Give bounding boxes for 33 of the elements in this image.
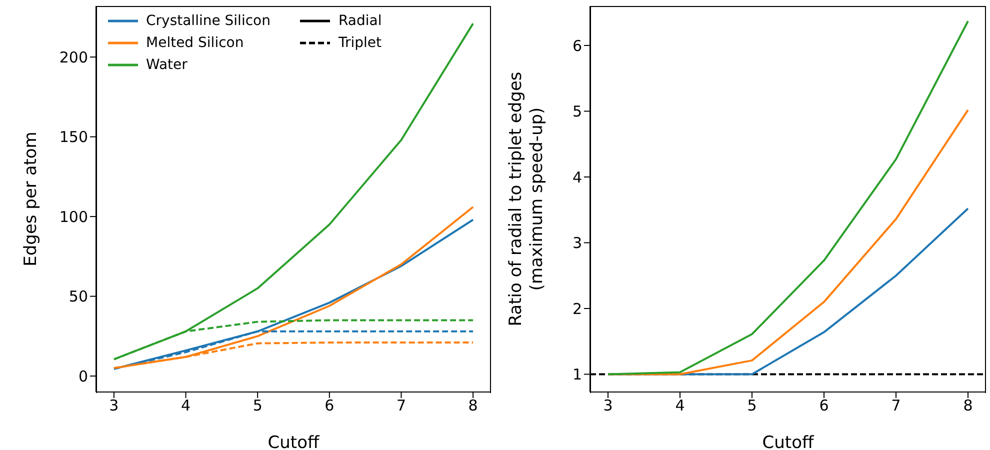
- x-tick-label: 3: [603, 396, 613, 415]
- x-tick-label: 8: [468, 396, 478, 415]
- y-tick-label: 4: [572, 168, 582, 186]
- legend-label: Water: [146, 57, 188, 73]
- legend-label: Melted Silicon: [146, 35, 244, 51]
- y-tick-label: 150: [59, 128, 88, 146]
- x-axis-title: Cutoff: [268, 433, 320, 450]
- x-tick-label: 3: [109, 396, 119, 415]
- y-tick-label: 3: [572, 234, 582, 252]
- y-tick-label: 5: [572, 102, 582, 121]
- x-tick-label: 7: [891, 396, 901, 415]
- x-tick-label: 8: [963, 396, 973, 415]
- y-tick-label: 50: [68, 288, 88, 306]
- line-series: [607, 20, 969, 376]
- y-tick-label: 200: [59, 48, 88, 66]
- x-tick-label: 4: [181, 396, 191, 415]
- annotation: Triplet: [338, 35, 382, 51]
- y-tick-label: 2: [572, 300, 582, 318]
- y-tick-label: 6: [572, 36, 582, 55]
- x-tick-label: 5: [747, 396, 757, 415]
- x-tick-label: 6: [819, 396, 829, 415]
- x-tick-label: 5: [252, 396, 262, 415]
- y-axis-title: Edges per atom: [21, 132, 41, 266]
- x-tick-label: 6: [324, 396, 334, 415]
- x-tick-label: 4: [675, 396, 685, 415]
- x-axis-title: Cutoff: [762, 433, 815, 450]
- y-axis-title: Ratio of radial to triplet edges (maximum speed-up): [506, 72, 547, 326]
- x-tick-label: 7: [396, 396, 406, 415]
- legend-label: Crystalline Silicon: [146, 13, 270, 29]
- y-tick-label: 1: [572, 366, 582, 384]
- y-tick-label: 100: [59, 208, 88, 226]
- annotation: Radial: [338, 13, 382, 29]
- y-tick-label: 0: [78, 367, 88, 386]
